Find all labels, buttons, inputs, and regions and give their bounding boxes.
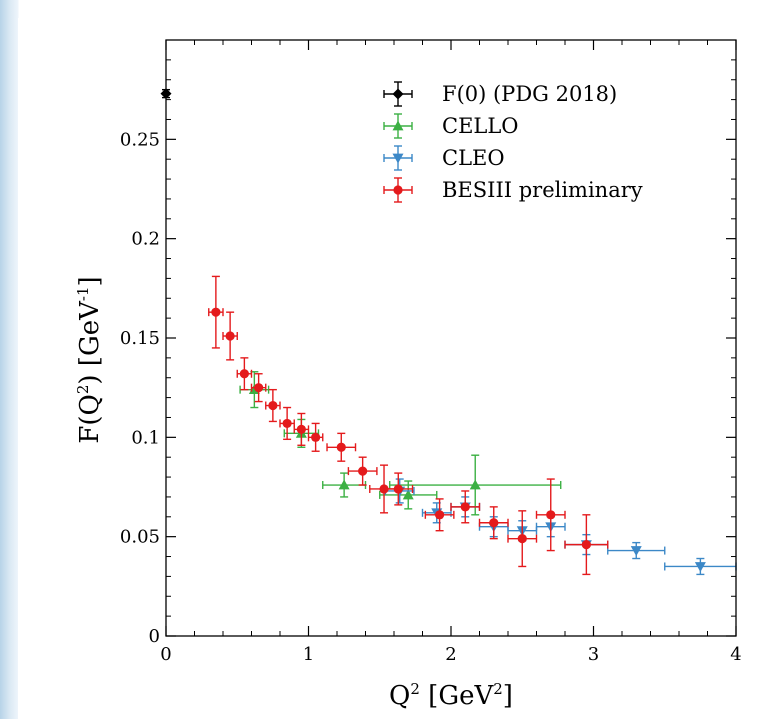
legend-label-2: CLEO <box>442 146 505 170</box>
errorbar-1-2 <box>322 472 367 498</box>
x-tick-label-0: 0 <box>160 644 171 665</box>
y-tick-label-1: 0.05 <box>120 527 160 548</box>
point-3-9 <box>358 466 368 476</box>
y-tick-label-5: 0.25 <box>120 129 160 150</box>
y-tick-label-2: 0.1 <box>131 427 160 448</box>
legend-marker-0 <box>392 88 404 100</box>
series-3 <box>208 275 609 576</box>
point-3-8 <box>336 442 346 452</box>
series-2 <box>384 478 737 576</box>
legend-label-3: BESIII preliminary <box>442 178 643 202</box>
errorbar-3-14 <box>478 506 509 540</box>
legend-marker-1 <box>392 120 404 131</box>
x-tick-label-1: 1 <box>303 644 314 665</box>
x-tick-label-2: 2 <box>445 644 456 665</box>
point-2-7 <box>630 546 642 557</box>
point-3-3 <box>254 383 264 393</box>
point-3-0 <box>211 307 221 317</box>
point-3-2 <box>239 369 249 379</box>
legend-entry-2: CLEO <box>383 145 505 171</box>
figure-frame: 0 1 2 3 4 0 0.05 0.1 0.15 0.2 0.25 F(0) (PDG 2018)… <box>18 18 782 719</box>
point-3-17 <box>581 540 591 550</box>
x-tick-label-4: 4 <box>730 644 741 665</box>
legend-entry-0: F(0) (PDG 2018) <box>383 81 617 107</box>
point-3-5 <box>282 418 292 429</box>
point-3-6 <box>296 424 306 434</box>
point-1-4 <box>469 479 481 490</box>
y-tick-label-4: 0.2 <box>131 229 160 250</box>
point-3-7 <box>311 432 321 442</box>
y-tick-label-0: 0 <box>149 626 160 647</box>
legend-label-0: F(0) (PDG 2018) <box>442 82 617 106</box>
point-3-4 <box>268 400 278 411</box>
point-3-1 <box>225 331 235 341</box>
x-tick-label-3: 3 <box>588 644 599 665</box>
point-3-11 <box>393 484 403 494</box>
legend-marker-3 <box>393 185 403 195</box>
point-3-13 <box>460 502 470 512</box>
y-tick-label-3: 0.15 <box>120 328 160 349</box>
point-3-12 <box>435 510 445 520</box>
legend-marker-2 <box>392 153 404 164</box>
scatter-plot: 0 1 2 3 4 0 0.05 0.1 0.15 0.2 0.25 F(0) (PDG 2018)… <box>74 39 742 711</box>
y-axis-label: F(Q2) [GeV-1] <box>74 276 105 443</box>
legend-entry-1: CELLO <box>383 113 519 139</box>
legend-entry-3: BESIII preliminary <box>383 177 643 203</box>
x-axis-label: Q2 [GeV2] <box>389 680 513 711</box>
point-1-3 <box>402 489 414 500</box>
point-2-8 <box>694 562 706 572</box>
legend-label-1: CELLO <box>442 114 519 138</box>
point-1-2 <box>338 479 350 490</box>
point-3-15 <box>517 534 527 544</box>
point-3-14 <box>489 518 499 528</box>
point-3-16 <box>546 510 556 520</box>
